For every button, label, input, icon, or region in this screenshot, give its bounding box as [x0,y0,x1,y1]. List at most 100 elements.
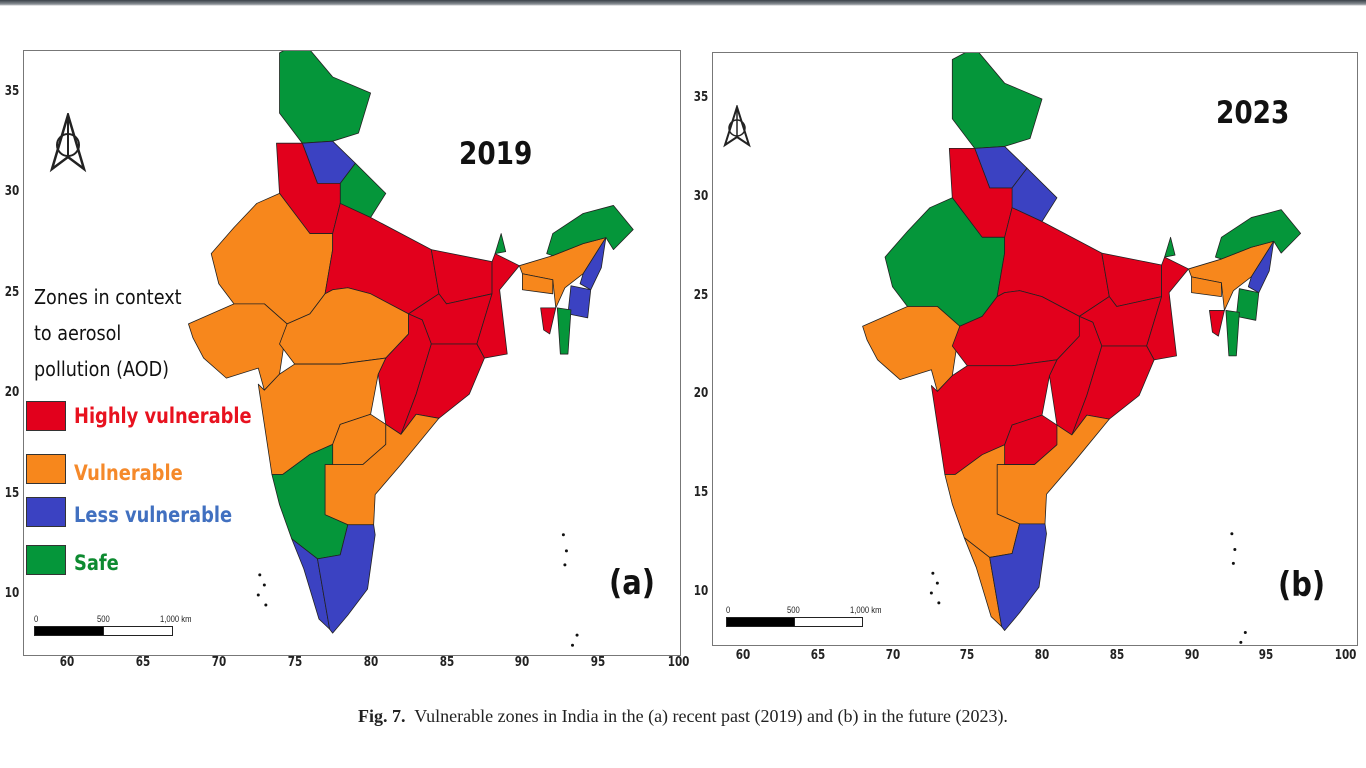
lat-tick-label: 35 [693,90,709,105]
island-mark [929,591,933,595]
map-panel-2019: 2019 (a) 0 500 1,000 km Zones in context… [23,50,681,656]
region-gujarat-vulnerable [862,306,961,392]
legend-title: Zones in context to aerosol pollution (A… [34,285,182,381]
lon-tick-label: 95 [591,655,606,670]
scale-label: 500 [787,605,800,615]
scale-label: 500 [97,614,110,624]
island-mark [1231,561,1235,565]
scale-label: 0 [34,614,39,624]
lat-tick-label: 30 [693,188,709,204]
lat-tick-label: 20 [4,385,20,401]
legend-item-less: Less vulnerable [26,497,260,527]
region-wb-highly [1146,256,1189,361]
panel-label: (a) [609,563,655,603]
lon-tick-label: 80 [1034,648,1050,663]
region-jk-safe [279,51,372,144]
region-nagaland-less [579,237,607,291]
scale-label: 1,000 km [850,605,882,615]
region-mizoram-safe [556,307,572,355]
lon-tick-label: 100 [667,655,690,670]
island-mark [931,571,935,575]
region-tripura-highly [540,307,557,335]
lat-tick-label: 30 [4,184,20,200]
region-tn-less [989,523,1047,631]
region-kerala-vulnerable [963,537,1003,627]
lat-tick-label: 15 [4,485,20,501]
lon-tick-label: 100 [1334,648,1357,663]
region-mizoram-safe [1225,310,1240,357]
island-mark [1239,640,1243,644]
island-mark [262,583,266,587]
legend-item-safe: Safe [26,545,127,575]
region-meghalaya-vulnerable [1191,276,1222,298]
lat-tick-label: 10 [693,584,709,599]
india-map-2023 [862,53,1302,644]
legend-label: Vulnerable [74,461,183,485]
island-mark [563,563,567,567]
figure-caption: Fig. 7. Vulnerable zones in India in the… [0,706,1366,727]
region-tripura-highly [1209,310,1225,337]
scale-label: 0 [726,605,731,615]
island-mark [256,593,260,597]
region-tn-less [317,524,376,634]
region-nagaland-less [1247,240,1275,294]
legend-item-highly: Highly vulnerable [26,401,283,431]
region-manipur-safe [1235,288,1260,321]
lon-tick-label: 75 [960,648,975,663]
island-mark [258,573,262,577]
lat-tick-label: 10 [4,586,20,601]
india-map-2019 [188,51,634,647]
scale-label: 1,000 km [160,614,192,624]
region-sikkim-safe [494,233,507,255]
lat-tick-label: 20 [693,386,709,402]
island-mark [1243,631,1247,635]
lon-tick-label: 60 [59,655,75,670]
lon-tick-label: 70 [211,655,227,670]
island-mark [935,581,939,585]
lon-tick-label: 70 [885,648,900,663]
lon-tick-label: 90 [1184,648,1199,663]
caption-text: Vulnerable zones in India in the (a) rec… [414,706,1008,726]
region-arunachal-safe [1215,209,1302,260]
caption-label: Fig. 7. [358,706,406,726]
lon-tick-label: 65 [810,648,826,663]
region-kerala-less [291,538,331,630]
region-sikkim-safe [1164,236,1176,258]
lon-tick-label: 95 [1259,648,1274,663]
region-jk-safe [951,53,1043,149]
region-meghalaya-vulnerable [521,273,554,295]
island-mark [1233,548,1237,552]
lon-tick-label: 60 [735,648,751,663]
legend-label: Safe [74,551,119,575]
panel-label: (b) [1278,565,1326,605]
north-arrow-icon [723,105,751,148]
region-wb-highly [476,253,520,359]
legend-item-vulnerable: Vulnerable [26,453,202,485]
island-mark [937,601,941,605]
lon-tick-label: 90 [515,655,530,670]
legend-label: Less vulnerable [74,503,233,527]
region-arunachal-safe [546,205,634,257]
island-mark [1230,532,1234,536]
island-mark [570,643,574,647]
lon-tick-label: 75 [287,655,302,670]
legend-label: Highly vulnerable [74,404,252,428]
region-manipur-less [567,285,592,319]
map-panel-2023: 2023 (b) 0 500 1,000 km [712,52,1358,646]
lat-tick-label: 15 [693,485,709,501]
lon-tick-label: 85 [439,655,454,670]
north-arrow-icon [49,113,87,173]
island-mark [561,533,565,537]
island-mark [564,549,568,553]
lon-tick-label: 65 [135,655,151,670]
lat-tick-label: 25 [4,284,20,300]
island-mark [264,603,268,607]
lon-tick-label: 85 [1109,648,1125,663]
island-mark [575,633,579,637]
lon-tick-label: 80 [363,655,378,670]
lat-tick-label: 25 [693,287,709,303]
panel-year: 2019 [459,136,533,172]
legend: Zones in context to aerosol pollution (A… [26,279,252,575]
window-top-bar [0,0,1366,6]
lat-tick-label: 35 [4,84,20,99]
